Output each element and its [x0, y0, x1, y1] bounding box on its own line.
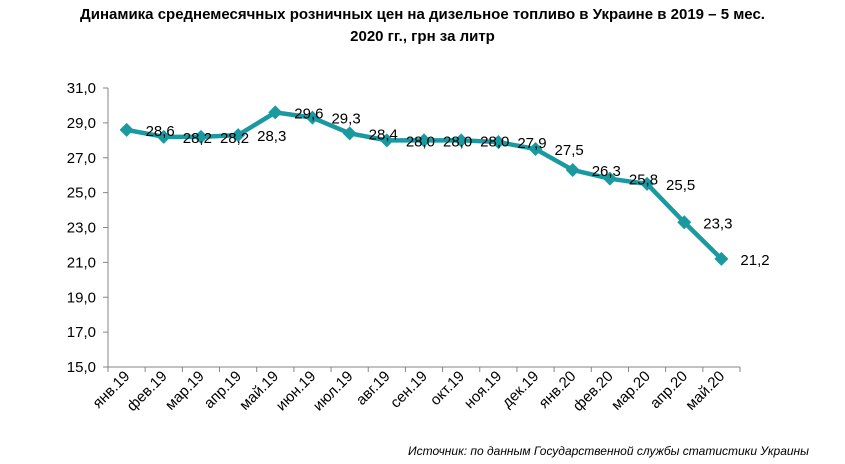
x-tick-label: авг.19 — [353, 368, 394, 409]
x-tick-label: июл.19 — [310, 368, 357, 415]
data-label: 25,5 — [666, 177, 695, 194]
data-label: 23,3 — [703, 215, 732, 232]
chart-title: Динамика среднемесячных розничных цен на… — [0, 4, 845, 48]
data-label: 28,2 — [183, 130, 212, 147]
data-label: 28,0 — [406, 133, 435, 150]
data-label: 28,3 — [257, 128, 286, 145]
x-tick-label: апр.20 — [647, 368, 691, 412]
data-label: 28,6 — [146, 123, 175, 140]
y-tick-label: 23,0 — [67, 220, 96, 237]
data-point-marker — [342, 126, 357, 141]
data-point-marker — [677, 215, 692, 230]
data-point-marker — [640, 176, 655, 191]
data-point-marker — [602, 171, 617, 186]
x-tick-label: окт.19 — [427, 368, 468, 409]
data-label: 29,3 — [331, 111, 360, 128]
x-tick-label: апр.19 — [201, 368, 245, 412]
chart-title-line-2: 2020 гг., грн за литр — [350, 28, 495, 45]
x-tick-label: мар.19 — [162, 368, 208, 414]
x-tick-label: май.20 — [682, 368, 728, 414]
y-tick-label: 17,0 — [67, 324, 96, 341]
y-tick-label: 31,0 — [67, 80, 96, 97]
data-point-marker — [119, 122, 134, 137]
source-note: Источник: по данным Государственной служ… — [408, 444, 809, 458]
data-label: 27,5 — [555, 142, 584, 159]
data-point-marker — [491, 135, 506, 150]
data-point-marker — [417, 133, 431, 148]
x-tick-label: май.19 — [236, 368, 282, 414]
y-tick-label: 29,0 — [67, 115, 96, 132]
data-label: 27,9 — [517, 135, 546, 152]
data-label: 28,4 — [369, 126, 398, 143]
x-tick-label: мар.20 — [608, 368, 654, 414]
y-tick-label: 21,0 — [67, 254, 96, 271]
data-point-marker — [193, 129, 208, 144]
data-label: 28,2 — [220, 130, 249, 147]
y-tick-label: 15,0 — [67, 359, 96, 376]
y-tick-label: 25,0 — [67, 185, 96, 202]
data-label: 29,6 — [294, 105, 323, 122]
x-tick-label: дек.19 — [499, 368, 542, 411]
data-point-marker — [268, 105, 283, 120]
x-tick-label: ноя.19 — [461, 368, 505, 412]
x-tick-label: фев.19 — [124, 368, 171, 415]
chart-title-line-1: Динамика среднемесячных розничных цен на… — [80, 6, 765, 23]
data-point-marker — [379, 133, 394, 148]
data-point-marker — [454, 133, 469, 148]
data-point-marker — [305, 110, 320, 125]
y-tick-label: 27,0 — [67, 150, 96, 167]
data-point-marker — [714, 251, 729, 266]
data-label: 28,0 — [443, 133, 472, 150]
x-tick-label: сен.19 — [387, 368, 431, 412]
data-label: 21,2 — [740, 252, 769, 269]
y-tick-label: 19,0 — [67, 289, 96, 306]
data-label: 28,0 — [480, 133, 509, 150]
data-label: 26,3 — [592, 163, 621, 180]
data-label: 25,8 — [629, 172, 658, 189]
x-tick-label: фев.20 — [570, 368, 617, 415]
data-point-marker — [565, 162, 580, 177]
data-point-marker — [156, 129, 171, 144]
data-point-marker — [528, 142, 543, 157]
x-tick-label: июн.19 — [273, 368, 320, 415]
data-point-marker — [231, 128, 246, 143]
